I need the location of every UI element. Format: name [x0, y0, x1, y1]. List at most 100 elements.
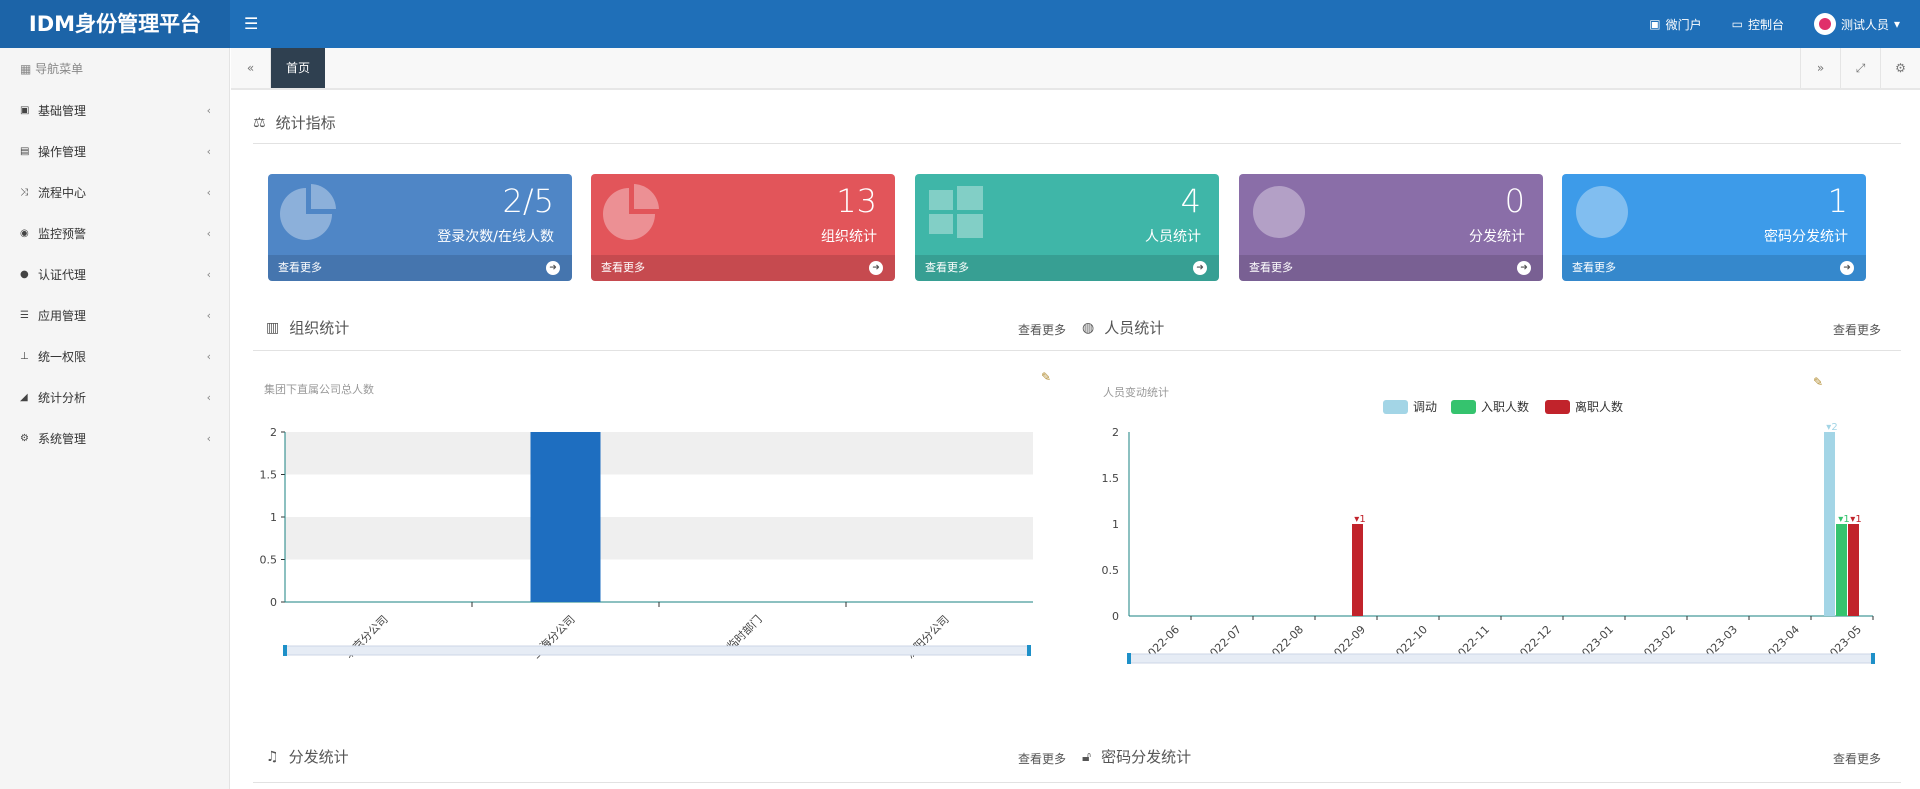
tab-scroll-left-icon[interactable]: « — [231, 48, 271, 88]
restore-icon[interactable]: ✎ — [1041, 370, 1052, 384]
tab-home[interactable]: 首页 — [271, 48, 326, 88]
globe-icon — [1576, 186, 1628, 238]
avatar-icon — [1813, 13, 1836, 35]
bell-icon: ♫ — [266, 748, 279, 765]
org-chart-title: 集团下直属公司总人数 — [264, 383, 374, 396]
zoom-slider — [284, 645, 1030, 656]
legend-label: 入职人数 — [1481, 399, 1529, 414]
view-more-link[interactable]: 查看更多 ➜ — [915, 255, 1219, 281]
view-more-label: 查看更多 — [1249, 261, 1293, 274]
user-menu[interactable]: 测试人员 ▾ — [1813, 13, 1900, 35]
monitor-icon: ▭ — [1731, 17, 1743, 31]
person-view-more[interactable]: 查看更多 — [1833, 323, 1882, 337]
data-label: ▾1 — [1850, 514, 1861, 525]
sidebar-item-label: 监控预警 — [38, 227, 87, 241]
org-panel-header: ▥ 组织统计 — [266, 317, 349, 338]
stat-card-pwd[interactable]: 1 密码分发统计 查看更多 ➜ — [1562, 174, 1866, 281]
balance-scale-icon: ⚖ — [253, 114, 266, 131]
y-tick-label: 2 — [1112, 426, 1119, 439]
dashboard-content: ⚖ 统计指标 2/5 登录次数/在线人数 查看更多 ➜ 13 组织统计 查看更多 ➜… — [231, 92, 1920, 789]
y-tick-label: 1.5 — [1102, 472, 1120, 485]
legend-swatch — [1383, 400, 1408, 414]
stat-value: 2/5 — [502, 182, 555, 220]
view-more-label: 查看更多 — [278, 261, 322, 274]
bars-icon: ☰ — [20, 310, 29, 321]
y-tick-label: 0.5 — [260, 554, 278, 567]
dist-panel-header: ♫ 分发统计 — [266, 746, 349, 767]
view-more-link[interactable]: 查看更多 ➜ — [1562, 255, 1866, 281]
console-link[interactable]: ▭ 控制台 — [1732, 16, 1784, 33]
dist-panel-title: 分发统计 — [288, 748, 349, 766]
top-right-links: ▣ 微门户 ▭ 控制台 测试人员 ▾ — [1649, 0, 1900, 48]
sidebar-item-analytics[interactable]: ◢ 统计分析 ‹ — [0, 377, 229, 418]
top-bar: IDM身份管理平台 ☰ ▣ 微门户 ▭ 控制台 测试人员 ▾ — [0, 0, 1920, 48]
stat-label: 密码分发统计 — [1764, 229, 1848, 245]
org-view-more[interactable]: 查看更多 — [1018, 323, 1067, 337]
view-more-link[interactable]: 查看更多 ➜ — [591, 255, 895, 281]
sidebar-item-workflow[interactable]: ⤨ 流程中心 ‹ — [0, 172, 229, 213]
area-chart-icon: ◢ — [20, 392, 28, 403]
sidebar-item-label: 认证代理 — [38, 268, 87, 282]
chevron-left-icon: ‹ — [206, 309, 211, 322]
zoom-handle — [283, 645, 287, 656]
y-tick-label: 0.5 — [1102, 564, 1120, 577]
y-tick-label: 1 — [270, 511, 277, 524]
dist-view-more[interactable]: 查看更多 — [1018, 752, 1067, 766]
tab-scroll-right-icon[interactable]: » — [1800, 48, 1840, 88]
stat-card-dist[interactable]: 0 分发统计 查看更多 ➜ — [1239, 174, 1543, 281]
sidebar-item-label: 操作管理 — [38, 145, 87, 159]
stat-label: 登录次数/在线人数 — [437, 229, 554, 245]
console-label: 控制台 — [1747, 17, 1784, 32]
bar-chart-icon: ▥ — [266, 319, 280, 336]
bar — [1836, 524, 1847, 616]
sidebar-item-system[interactable]: ⚙ 系统管理 ‹ — [0, 418, 229, 459]
arrow-circle-right-icon: ➜ — [1517, 261, 1531, 275]
data-label: ▾2 — [1826, 422, 1837, 433]
y-tick-label: 1 — [1112, 518, 1119, 531]
bar — [530, 432, 601, 602]
sidebar-item-label: 统计分析 — [38, 391, 87, 405]
sidebar-item-label: 流程中心 — [38, 186, 87, 200]
sidebar-item-basic[interactable]: ▣ 基础管理 ‹ — [0, 90, 229, 131]
nav-header: ▦ 导航菜单 — [0, 48, 229, 90]
shuffle-icon: ⤨ — [20, 187, 28, 198]
gear-icon[interactable]: ⚙ — [1880, 48, 1920, 88]
sidebar-item-auth-proxy[interactable]: ● 认证代理 ‹ — [0, 254, 229, 295]
hamburger-icon[interactable]: ☰ — [244, 14, 259, 33]
y-tick-label: 1.5 — [260, 469, 278, 482]
view-more-link[interactable]: 查看更多 ➜ — [268, 255, 572, 281]
bar — [1848, 524, 1859, 616]
y-tick-label: 0 — [270, 596, 277, 609]
globe-icon — [1253, 186, 1305, 238]
pie-chart-icon — [603, 184, 659, 240]
app-title[interactable]: IDM身份管理平台 — [0, 0, 230, 48]
cogs-icon: ⚙ — [20, 433, 29, 444]
restore-icon[interactable]: ✎ — [1813, 375, 1824, 389]
sidebar-item-label: 应用管理 — [38, 309, 87, 323]
person-panel-header: ◍ 人员统计 — [1082, 317, 1164, 338]
zoom-slider — [1128, 653, 1874, 664]
portal-link[interactable]: ▣ 微门户 — [1649, 16, 1701, 33]
id-card-icon: ▣ — [20, 105, 30, 116]
view-more-label: 查看更多 — [601, 261, 645, 274]
divider — [253, 782, 1901, 783]
book-icon: ▤ — [20, 146, 30, 157]
divider — [253, 350, 1901, 351]
sidebar-item-operation[interactable]: ▤ 操作管理 ‹ — [0, 131, 229, 172]
arrow-circle-right-icon: ➜ — [1193, 261, 1207, 275]
pwd-view-more[interactable]: 查看更多 — [1833, 752, 1882, 766]
stat-card-person[interactable]: 4 人员统计 查看更多 ➜ — [915, 174, 1219, 281]
sidebar-item-apps[interactable]: ☰ 应用管理 ‹ — [0, 295, 229, 336]
overview-title: 统计指标 — [275, 114, 336, 132]
user-circle-icon: ◍ — [1082, 319, 1095, 336]
sidebar-item-monitor[interactable]: ◉ 监控预警 ‹ — [0, 213, 229, 254]
stat-label: 分发统计 — [1469, 229, 1525, 245]
fullscreen-icon[interactable]: ⤢ — [1840, 48, 1880, 88]
stat-card-org[interactable]: 13 组织统计 查看更多 ➜ — [591, 174, 895, 281]
view-more-link[interactable]: 查看更多 ➜ — [1239, 255, 1543, 281]
person-chart-title: 人员变动统计 — [1103, 386, 1169, 399]
sidebar-item-label: 基础管理 — [38, 104, 87, 118]
user-name: 测试人员 — [1840, 17, 1889, 32]
sidebar-item-permission[interactable]: ⊥ 统一权限 ‹ — [0, 336, 229, 377]
stat-card-login[interactable]: 2/5 登录次数/在线人数 查看更多 ➜ — [268, 174, 572, 281]
